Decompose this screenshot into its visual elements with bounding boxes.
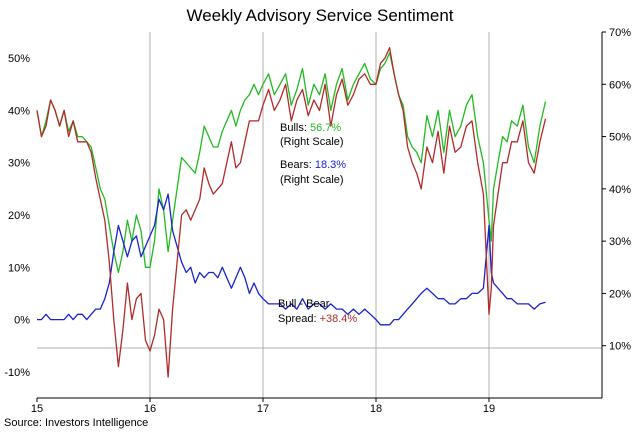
chart-title: Weekly Advisory Service Sentiment <box>186 6 453 25</box>
right-tick-label: 60% <box>609 79 631 91</box>
right-tick-label: 40% <box>609 184 631 196</box>
bulls-scale-note: (Right Scale) <box>280 136 344 148</box>
right-tick-label: 70% <box>609 27 631 39</box>
spread-label: Spread: <box>278 313 320 325</box>
left-tick-label: 10% <box>8 262 30 274</box>
bears-line <box>37 193 546 326</box>
year-gridlines <box>149 32 490 398</box>
spread-annotation: Spread: +38.4% <box>278 313 357 325</box>
spread-value: +38.4% <box>320 313 358 325</box>
bulls-annotation: Bulls: 56.7% <box>280 122 341 134</box>
bulls-value: 56.7% <box>310 122 341 134</box>
x-tick-label: 18 <box>370 403 382 415</box>
right-tick-label: 20% <box>609 288 631 300</box>
right-tick-label: 30% <box>609 236 631 248</box>
left-tick-label: -10% <box>4 367 30 379</box>
right-tick-label: 10% <box>609 341 631 353</box>
x-tick-label: 17 <box>257 403 269 415</box>
left-tick-label: 20% <box>8 210 30 222</box>
bears-annotation: Bears: 18.3% <box>280 159 346 171</box>
spread-annotation-line1: Bull - Bear <box>278 298 330 310</box>
series-lines <box>36 47 547 378</box>
source-note: Source: Investors Intelligence <box>4 417 148 429</box>
left-tick-label: 40% <box>8 105 30 117</box>
left-tick-label: 0% <box>14 315 30 327</box>
x-tick-label: 19 <box>483 403 495 415</box>
bears-label: Bears: <box>280 159 315 171</box>
bull-bear-spread-line <box>36 47 547 378</box>
bears-value: 18.3% <box>315 159 346 171</box>
x-tick-label: 16 <box>144 403 156 415</box>
x-tick-label: 15 <box>31 403 43 415</box>
axis-tick-labels: 15 16 17 18 19 10% 20% 30% 40% 50% 60% 70% -10% 0% 10%… <box>4 27 631 415</box>
right-tick-label: 50% <box>609 132 631 144</box>
bears-scale-note: (Right Scale) <box>280 174 344 186</box>
left-tick-label: 30% <box>8 158 30 170</box>
left-tick-label: 50% <box>8 53 30 65</box>
bulls-line <box>36 52 547 274</box>
bulls-label: Bulls: <box>280 122 310 134</box>
